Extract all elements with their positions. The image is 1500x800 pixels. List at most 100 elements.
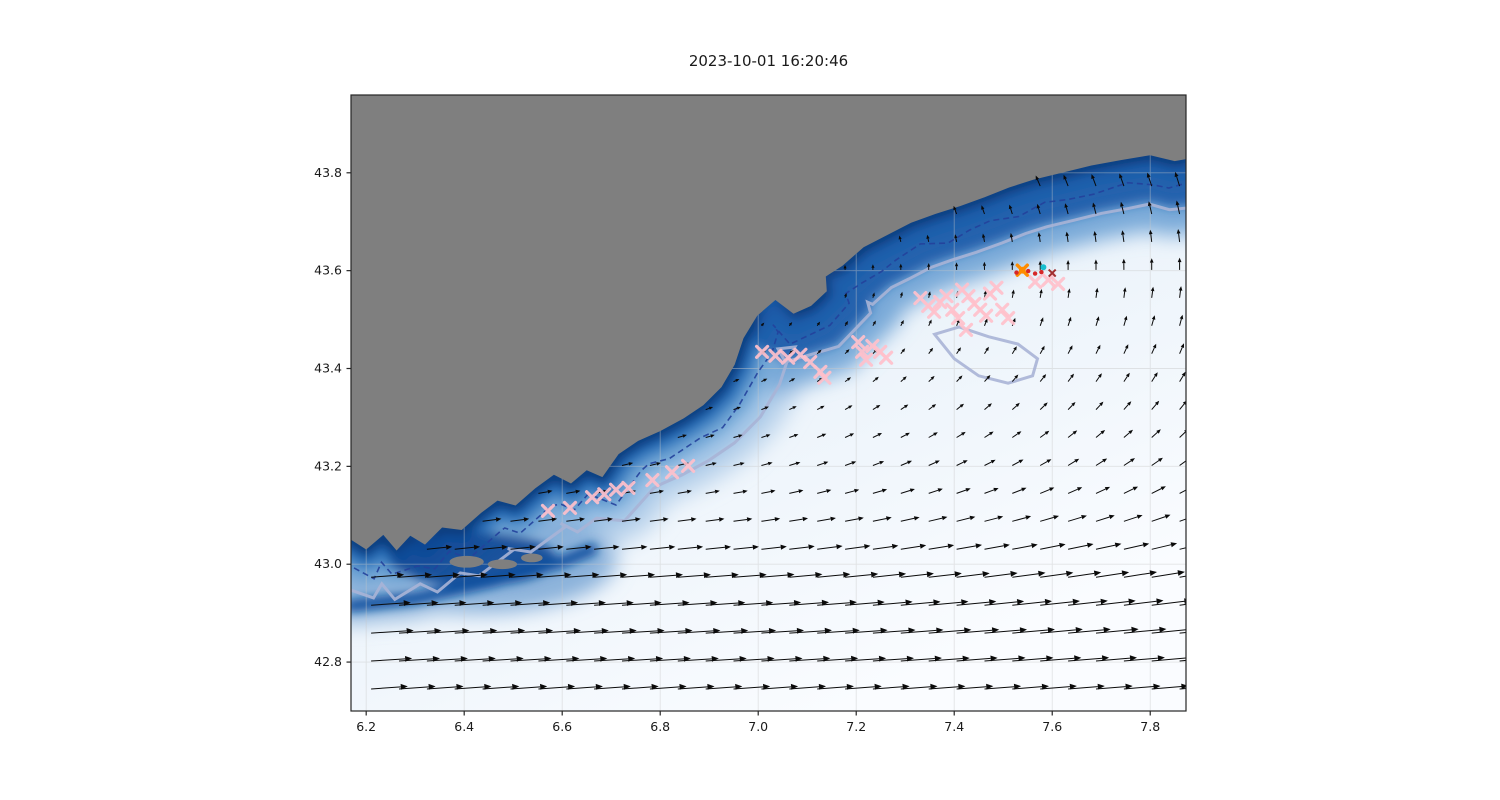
pink-x-marker bbox=[958, 322, 974, 337]
quiver-arrowhead bbox=[1147, 201, 1152, 207]
quiver-arrowhead bbox=[899, 291, 903, 296]
quiver-arrowhead bbox=[635, 517, 641, 522]
quiver-arrow bbox=[677, 435, 684, 438]
quiver-arrow bbox=[733, 602, 767, 606]
quiver-arrow bbox=[677, 574, 704, 578]
quiver-arrowhead bbox=[845, 349, 850, 353]
quiver-arrowhead bbox=[501, 544, 508, 550]
quiver-arrowhead bbox=[898, 571, 907, 578]
quiver-arrowhead bbox=[1069, 683, 1077, 690]
quiver-arrowhead bbox=[1149, 570, 1157, 576]
quiver-arrow bbox=[1036, 179, 1041, 187]
quiver-arrowhead bbox=[675, 572, 683, 579]
quiver-arrow bbox=[482, 658, 517, 662]
red-dot-marker bbox=[1032, 271, 1038, 276]
quiver-arrowhead bbox=[480, 572, 488, 579]
plot-title: 2023-10-01 16:20:46 bbox=[688, 52, 849, 70]
quiver-arrowhead bbox=[547, 489, 553, 494]
quiver-arrow bbox=[1151, 600, 1185, 606]
quiver-arrowhead bbox=[1016, 431, 1022, 436]
quiver-arrow bbox=[845, 518, 859, 522]
quiver-arrowhead bbox=[817, 349, 822, 354]
quiver-arrow bbox=[621, 574, 649, 578]
pink-x-marker bbox=[858, 352, 874, 367]
quiver-arrowhead bbox=[846, 377, 851, 381]
quiver-arrow bbox=[426, 686, 457, 690]
quiver-arrowhead bbox=[1180, 343, 1184, 348]
quiver-arrowhead bbox=[1093, 231, 1097, 236]
quiver-arrowhead bbox=[696, 544, 704, 550]
quiver-arrow bbox=[538, 630, 575, 634]
quiver-arrow bbox=[788, 352, 792, 355]
quiver-arrow bbox=[1179, 403, 1185, 410]
quiver-arrow bbox=[1067, 292, 1070, 298]
quiver-arrowhead bbox=[1182, 400, 1186, 405]
island bbox=[521, 553, 543, 563]
quiver-arrowhead bbox=[902, 376, 907, 381]
quiver-arrow bbox=[900, 629, 937, 634]
quiver-arrowhead bbox=[742, 489, 748, 494]
quiver-arrow bbox=[1123, 572, 1151, 578]
quiver-arrowhead bbox=[1067, 288, 1071, 293]
quiver-arrow bbox=[1179, 290, 1181, 298]
quiver-arrow bbox=[1067, 544, 1088, 550]
quiver-arrow bbox=[566, 686, 596, 690]
quiver-arrow bbox=[900, 378, 905, 382]
quiver-arrowhead bbox=[1044, 430, 1050, 435]
quiver-arrow bbox=[845, 574, 872, 578]
quiver-arrow bbox=[1122, 234, 1125, 242]
quiver-arrowhead bbox=[564, 572, 572, 579]
pink-x-marker bbox=[878, 350, 894, 365]
quiver-arrow bbox=[984, 517, 999, 522]
quiver-arrow bbox=[1012, 461, 1020, 466]
quiver-arrow bbox=[900, 462, 909, 466]
quiver-arrowhead bbox=[718, 517, 725, 522]
quiver-arrow bbox=[984, 629, 1021, 634]
quiver-arrowhead bbox=[1010, 261, 1014, 266]
quiver-arrow bbox=[984, 657, 1019, 662]
quiver-arrow bbox=[621, 602, 655, 606]
quiver-arrowhead bbox=[1160, 486, 1166, 491]
quiver-arrow bbox=[566, 658, 601, 662]
markers-layer bbox=[540, 263, 1066, 518]
quiver-arrow bbox=[705, 463, 713, 466]
quiver-arrow bbox=[789, 602, 823, 606]
quiver-arrowhead bbox=[691, 517, 697, 522]
pink-x-marker bbox=[584, 490, 600, 505]
quiver-arrowhead bbox=[1009, 232, 1014, 238]
quiver-arrow bbox=[900, 601, 934, 606]
quiver-arrowhead bbox=[1159, 626, 1167, 633]
quiver-arrowhead bbox=[930, 375, 935, 380]
quiver-arrowhead bbox=[1077, 487, 1083, 491]
quiver-arrow bbox=[761, 324, 763, 327]
quiver-arrowhead bbox=[1094, 259, 1098, 264]
quiver-arrow bbox=[1151, 686, 1182, 690]
quiver-arrow bbox=[1039, 321, 1043, 326]
quiver-arrow bbox=[454, 602, 488, 606]
quiver-arrowhead bbox=[1013, 683, 1022, 690]
quiver-arrowhead bbox=[926, 234, 930, 239]
quiver-arrowhead bbox=[820, 405, 825, 410]
quiver-arrow bbox=[872, 546, 893, 550]
quiver-arrowhead bbox=[557, 544, 564, 550]
quiver-arrowhead bbox=[766, 434, 771, 438]
pink-x-marker bbox=[793, 347, 808, 362]
quiver-arrow bbox=[1092, 178, 1097, 187]
quiver-arrow bbox=[1123, 291, 1126, 298]
quiver-arrowhead bbox=[871, 264, 875, 268]
quiver-arrow bbox=[872, 323, 875, 327]
quiver-arrow bbox=[1068, 686, 1098, 690]
quiver-arrow bbox=[1123, 347, 1127, 354]
quiver-arrowhead bbox=[954, 571, 962, 578]
quiver-arrowhead bbox=[1179, 314, 1184, 320]
quiver-arrow bbox=[1039, 349, 1044, 354]
quiver-arrowhead bbox=[902, 683, 910, 690]
quiver-arrowhead bbox=[628, 462, 634, 466]
quiver-arrow bbox=[1150, 234, 1153, 242]
y-tick-label: 42.8 bbox=[314, 654, 342, 669]
quiver-arrowhead bbox=[1038, 260, 1042, 265]
quiver-arrow bbox=[1067, 460, 1076, 466]
quiver-arrow bbox=[1012, 573, 1039, 578]
quiver-arrow bbox=[1012, 433, 1019, 438]
quiver-arrow bbox=[761, 630, 798, 634]
